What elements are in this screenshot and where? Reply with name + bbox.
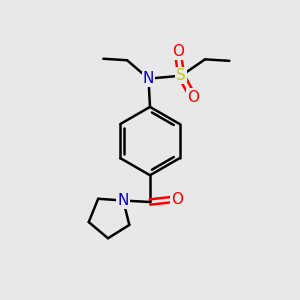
Text: O: O	[171, 191, 183, 206]
Text: O: O	[172, 44, 184, 59]
Text: N: N	[118, 193, 129, 208]
Text: N: N	[143, 71, 154, 86]
Text: O: O	[187, 90, 199, 105]
Text: S: S	[176, 68, 186, 83]
